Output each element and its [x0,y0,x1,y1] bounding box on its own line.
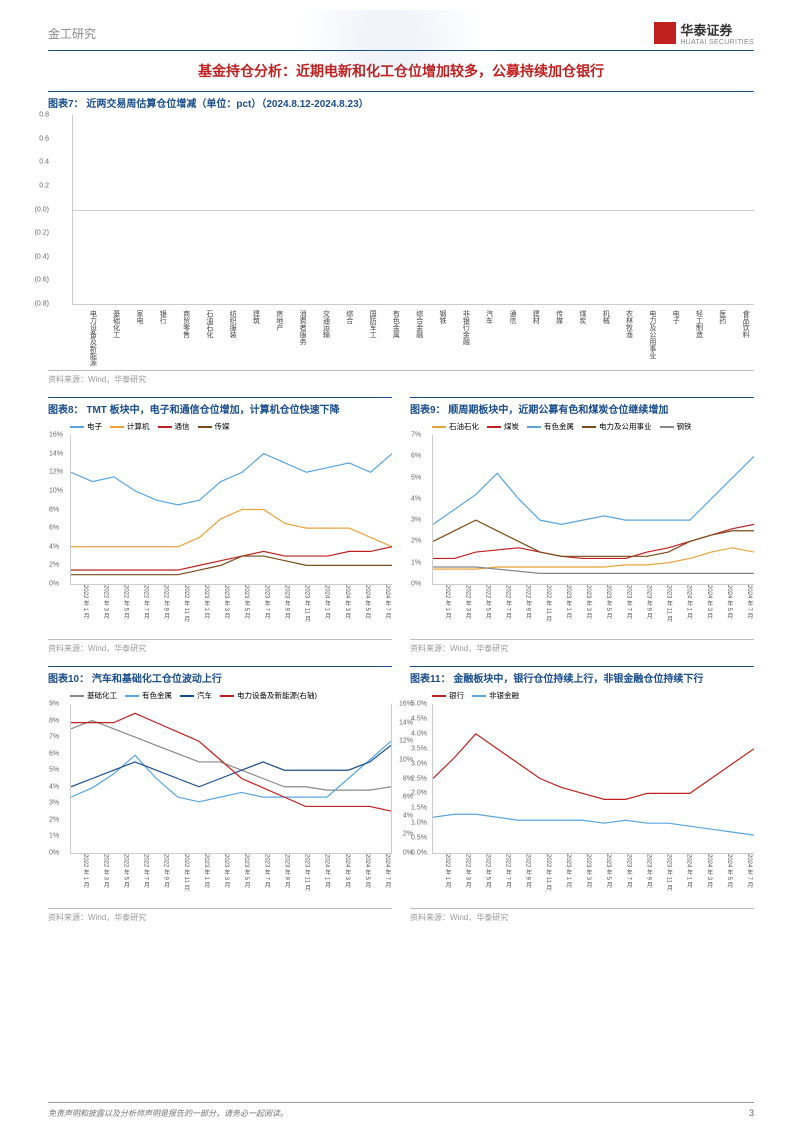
chart11-source: 资料来源：Wind，华泰研究 [410,908,754,923]
chart-row-2: 图表10： 汽车和基础化工仓位波动上行 基础化工有色金属汽车电力设备及新能源(右… [48,666,754,923]
page-number: 3 [749,1108,754,1119]
chart10-title: 图表10： 汽车和基础化工仓位波动上行 [48,666,392,685]
chart-row-1: 图表8： TMT 板块中，电子和通信仓位增加，计算机仓位快速下降 电子计算机通信… [48,397,754,654]
chart7-xaxis: 电力设备及新能源基础化工家电银行商贸零售石油石化纺织服装建筑房地产消费者服务交通… [76,310,750,366]
chart7: (0.8)(0.6)(0.4)(0.2)(0.0)0.20.40.60.8 [72,115,754,305]
section-title: 基金持仓分析：近期电新和化工仓位增加较多，公募持续加仓银行 [48,61,754,81]
chart9: 0%1%2%3%4%5%6%7% [432,435,754,585]
chart11-panel: 图表11： 金融板块中，银行仓位持续上行，非银金融仓位持续下行 银行非银金融 0… [410,666,754,923]
brand-name-en: HUATAI SECURITIES [680,39,754,46]
chart9-source: 资料来源：Wind，华泰研究 [410,639,754,654]
chart9-xaxis: 2022 年 1 月2022 年 3 月2022 年 5 月2022 年 7 月… [432,585,754,635]
logo-mark-icon [654,22,676,44]
chart10-legend: 基础化工有色金属汽车电力设备及新能源(右轴) [70,690,392,701]
category-label: 金工研究 [48,25,96,42]
chart9-panel: 图表9： 顺周期板块中，近期公募有色和煤炭仓位继续增加 石油石化煤炭有色金属电力… [410,397,754,654]
chart11-title: 图表11： 金融板块中，银行仓位持续上行，非银金融仓位持续下行 [410,666,754,685]
chart10-xaxis: 2022 年 1 月2022 年 3 月2022 年 5 月2022 年 7 月… [70,854,392,904]
chart7-bars [77,115,750,304]
brand-name: 华泰证券 [680,20,754,39]
chart9-title: 图表9： 顺周期板块中，近期公募有色和煤炭仓位继续增加 [410,397,754,416]
chart8-title: 图表8： TMT 板块中，电子和通信仓位增加，计算机仓位快速下降 [48,397,392,416]
chart8: 0%2%4%6%8%10%12%14%16% [70,435,392,585]
header: 金工研究 华泰证券 HUATAI SECURITIES [48,20,754,51]
chart7-title: 图表7： 近两交易周估算仓位增减（单位：pct）（2024.8.12-2024.… [48,91,754,110]
chart8-legend: 电子计算机通信传媒 [70,421,392,432]
footer: 免责声明和披露以及分析师声明是报告的一部分，请务必一起阅读。 3 [48,1102,754,1119]
chart10-source: 资料来源：Wind，华泰研究 [48,908,392,923]
disclaimer: 免责声明和披露以及分析师声明是报告的一部分，请务必一起阅读。 [48,1108,288,1119]
chart8-source: 资料来源：Wind，华泰研究 [48,639,392,654]
chart8-xaxis: 2022 年 1 月2022 年 3 月2022 年 5 月2022 年 7 月… [70,585,392,635]
chart10: 0%1%2%3%4%5%6%7%8%9%0%2%4%6%8%10%12%14%1… [70,704,392,854]
chart10-panel: 图表10： 汽车和基础化工仓位波动上行 基础化工有色金属汽车电力设备及新能源(右… [48,666,392,923]
chart11-xaxis: 2022 年 1 月2022 年 3 月2022 年 5 月2022 年 7 月… [432,854,754,904]
chart11: 0.0%0.5%1.0%1.5%2.0%2.5%3.0%3.5%4.0%4.5%… [432,704,754,854]
chart9-legend: 石油石化煤炭有色金属电力及公用事业钢铁 [432,421,754,432]
page: 金工研究 华泰证券 HUATAI SECURITIES 基金持仓分析：近期电新和… [0,0,802,1133]
chart11-legend: 银行非银金融 [432,690,754,701]
chart7-source: 资料来源：Wind，华泰研究 [48,370,754,385]
brand-logo: 华泰证券 HUATAI SECURITIES [654,20,754,46]
chart8-panel: 图表8： TMT 板块中，电子和通信仓位增加，计算机仓位快速下降 电子计算机通信… [48,397,392,654]
